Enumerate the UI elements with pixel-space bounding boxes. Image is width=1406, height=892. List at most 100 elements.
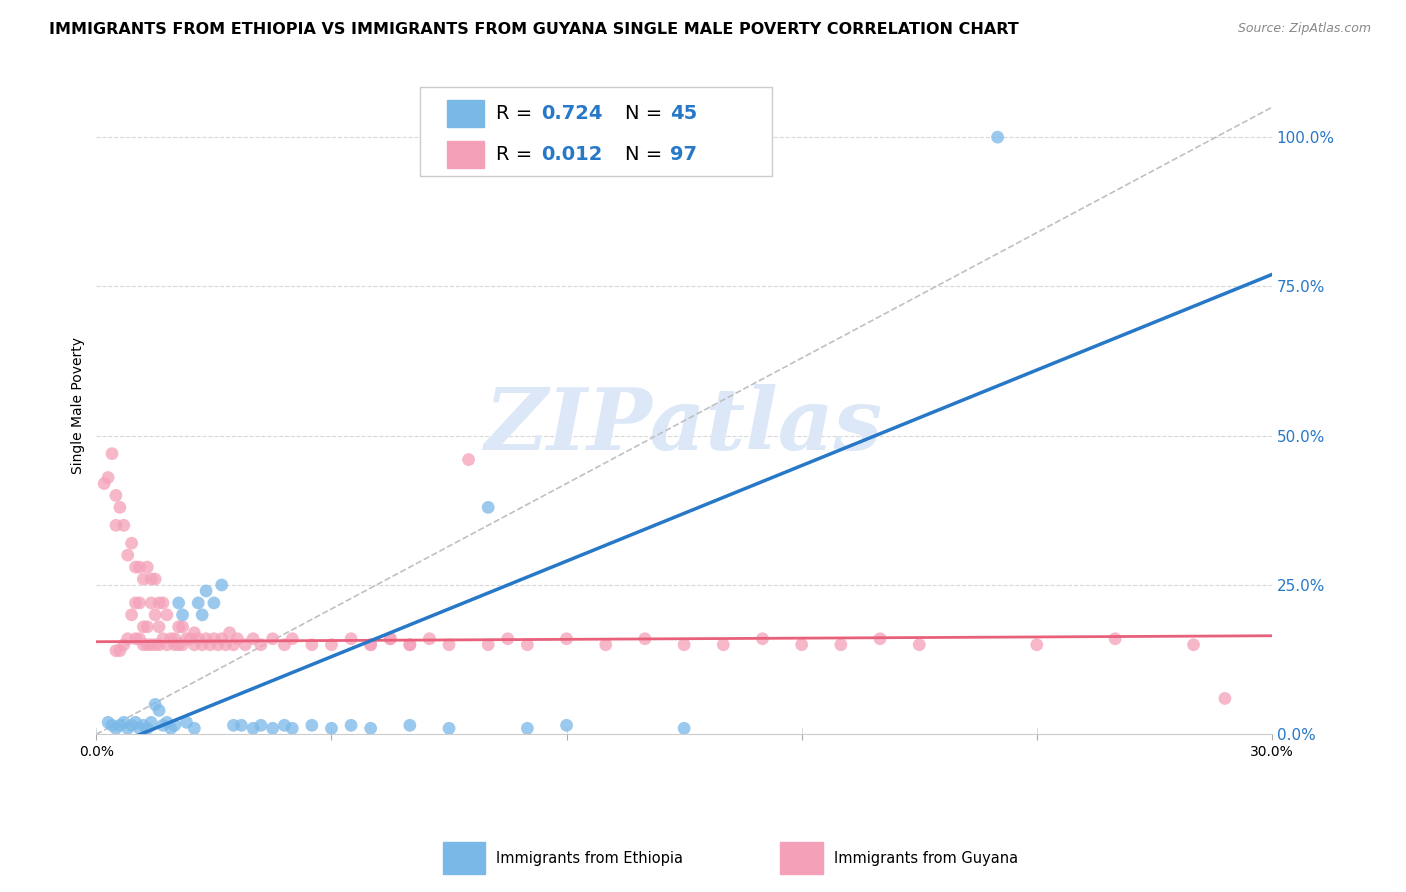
Point	[398, 638, 420, 652]
Point	[555, 632, 578, 646]
Point	[176, 632, 198, 646]
Point	[273, 718, 295, 732]
Point	[281, 632, 304, 646]
Text: 97: 97	[671, 145, 697, 164]
Point	[634, 632, 657, 646]
Point	[121, 536, 143, 550]
Point	[226, 632, 249, 646]
Point	[262, 721, 284, 735]
Point	[242, 632, 264, 646]
Point	[167, 620, 190, 634]
Point	[340, 718, 363, 732]
Point	[301, 718, 323, 732]
Point	[136, 721, 159, 735]
Point	[159, 721, 181, 735]
Point	[148, 596, 170, 610]
Point	[148, 638, 170, 652]
Point	[132, 620, 155, 634]
Point	[273, 638, 295, 652]
Text: 0.724: 0.724	[541, 104, 602, 123]
Point	[132, 572, 155, 586]
Point	[202, 596, 225, 610]
Point	[163, 632, 186, 646]
Point	[132, 638, 155, 652]
Point	[242, 721, 264, 735]
FancyBboxPatch shape	[419, 87, 772, 176]
Point	[172, 607, 194, 622]
Point	[163, 718, 186, 732]
Point	[250, 638, 273, 652]
Point	[132, 718, 155, 732]
Point	[112, 518, 135, 533]
Point	[751, 632, 773, 646]
Point	[128, 560, 150, 574]
Point	[711, 638, 734, 652]
Point	[117, 548, 139, 562]
Point	[380, 632, 402, 646]
Point	[516, 721, 538, 735]
Point	[380, 632, 402, 646]
Point	[128, 632, 150, 646]
Point	[179, 632, 201, 646]
Point	[124, 596, 146, 610]
Point	[195, 632, 218, 646]
Point	[172, 620, 194, 634]
Point	[101, 718, 124, 732]
Point	[104, 721, 127, 735]
Text: Immigrants from Guyana: Immigrants from Guyana	[834, 851, 1018, 865]
Point	[1213, 691, 1236, 706]
Point	[136, 560, 159, 574]
Point	[108, 500, 131, 515]
Point	[183, 721, 205, 735]
Point	[104, 643, 127, 657]
Point	[340, 632, 363, 646]
Point	[108, 643, 131, 657]
Point	[231, 718, 253, 732]
Bar	[443, 842, 485, 874]
Point	[143, 698, 166, 712]
Point	[202, 632, 225, 646]
Point	[128, 721, 150, 735]
Point	[595, 638, 617, 652]
Point	[321, 638, 343, 652]
Point	[183, 625, 205, 640]
Point	[398, 718, 420, 732]
Point	[198, 638, 221, 652]
Point	[496, 632, 519, 646]
Point	[1182, 638, 1205, 652]
Point	[218, 625, 240, 640]
Text: IMMIGRANTS FROM ETHIOPIA VS IMMIGRANTS FROM GUYANA SINGLE MALE POVERTY CORRELATI: IMMIGRANTS FROM ETHIOPIA VS IMMIGRANTS F…	[49, 22, 1019, 37]
Text: 45: 45	[671, 104, 697, 123]
Point	[156, 715, 179, 730]
Point	[141, 715, 163, 730]
Point	[148, 703, 170, 717]
Point	[143, 638, 166, 652]
Point	[437, 638, 460, 652]
Point	[108, 718, 131, 732]
Point	[117, 721, 139, 735]
Bar	[447, 141, 484, 169]
Point	[457, 452, 479, 467]
Point	[152, 718, 174, 732]
Bar	[780, 842, 823, 874]
Point	[128, 596, 150, 610]
Point	[516, 638, 538, 652]
Point	[790, 638, 813, 652]
Point	[830, 638, 852, 652]
Point	[477, 638, 499, 652]
Point	[207, 638, 229, 652]
Bar	[447, 100, 484, 128]
Point	[673, 638, 696, 652]
Point	[156, 638, 179, 652]
Point	[117, 632, 139, 646]
Text: R =: R =	[496, 145, 538, 164]
Point	[321, 721, 343, 735]
Point	[187, 596, 209, 610]
Point	[908, 638, 931, 652]
Point	[1104, 632, 1126, 646]
Point	[301, 638, 323, 652]
Text: Immigrants from Ethiopia: Immigrants from Ethiopia	[496, 851, 683, 865]
Point	[869, 632, 891, 646]
Y-axis label: Single Male Poverty: Single Male Poverty	[72, 337, 86, 475]
Point	[437, 721, 460, 735]
